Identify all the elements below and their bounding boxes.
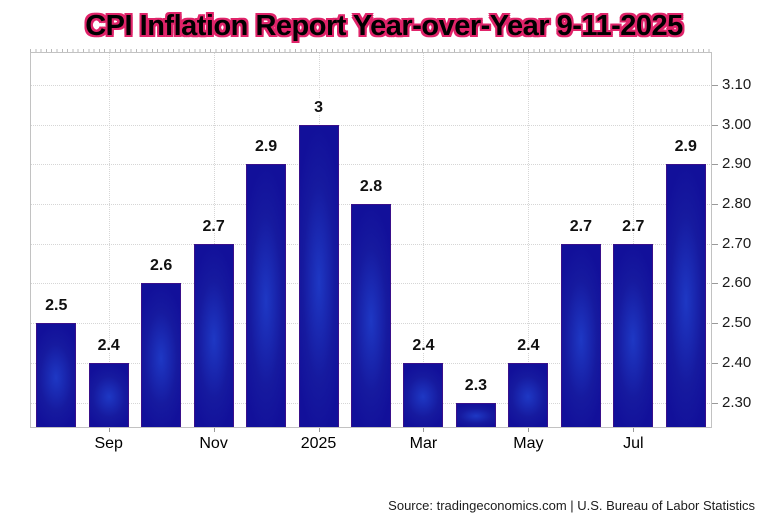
y-tick-label: 2.30 [722, 393, 752, 411]
y-tick-mark [712, 84, 718, 86]
x-tick-mark [213, 428, 215, 432]
bar [613, 243, 654, 428]
y-tick-mark [712, 164, 718, 166]
bar [560, 243, 601, 428]
x-tick-label: Nov [199, 435, 228, 452]
v-gridline [528, 52, 530, 428]
bar [298, 124, 339, 428]
v-gridline [108, 52, 110, 428]
y-tick-label: 2.50 [722, 314, 752, 332]
y-tick-label: 2.80 [722, 195, 752, 213]
bar [403, 362, 444, 428]
top-minor-ticks [30, 49, 712, 52]
bar [88, 362, 129, 428]
bar [508, 362, 549, 428]
bar-value-label: 2.7 [202, 217, 225, 235]
h-gridline [30, 124, 712, 126]
y-tick-mark [712, 204, 718, 206]
v-gridline [423, 52, 425, 428]
y-tick-mark [712, 362, 718, 364]
y-tick-label: 2.40 [722, 353, 752, 371]
x-tick-mark [528, 428, 530, 432]
y-tick-mark [712, 124, 718, 126]
x-tick-label: May [513, 435, 544, 452]
x-tick-mark [108, 428, 110, 432]
bar-value-label: 3 [314, 98, 323, 116]
bar [36, 323, 77, 428]
bar-value-label: 2.4 [517, 336, 540, 354]
bar-value-label: 2.6 [150, 257, 173, 275]
x-tick-mark [423, 428, 425, 432]
y-tick-mark [712, 243, 718, 245]
h-gridline [30, 84, 712, 86]
chart-title: CPI Inflation Report Year-over-Year 9-11… [85, 10, 683, 42]
v-gridline [213, 52, 215, 428]
bar-value-label: 2.7 [569, 217, 592, 235]
bar [141, 283, 182, 428]
bar-value-label: 2.8 [359, 178, 383, 196]
x-tick-mark [318, 428, 320, 432]
plot-frame [30, 52, 712, 428]
bar [246, 164, 287, 428]
v-gridline [633, 52, 635, 428]
bar-value-label: 2.5 [45, 297, 68, 315]
y-tick-label: 2.90 [722, 155, 752, 173]
y-tick-label: 3.00 [722, 115, 752, 133]
bar [193, 243, 234, 428]
bar [665, 164, 706, 428]
x-tick-label: Jul [623, 435, 644, 452]
y-tick-mark [712, 402, 718, 404]
bar-value-label: 2.3 [464, 376, 488, 394]
x-tick-label: 2025 [300, 435, 337, 452]
bar-value-label: 2.9 [254, 138, 278, 156]
bar [455, 402, 496, 428]
y-tick-mark [712, 323, 718, 325]
x-tick-label: Mar [409, 435, 438, 452]
bar [351, 204, 391, 428]
y-tick-label: 3.10 [722, 75, 752, 93]
bar-value-label: 2.7 [622, 217, 645, 235]
y-tick-label: 2.70 [722, 234, 752, 252]
bar-value-label: 2.4 [412, 336, 435, 354]
x-tick-label: Sep [94, 435, 123, 452]
source-note: Source: tradingeconomics.com | U.S. Bure… [388, 498, 755, 513]
bar-value-label: 2.4 [97, 336, 120, 354]
x-tick-mark [633, 428, 635, 432]
y-tick-label: 2.60 [722, 274, 752, 292]
bar-value-label: 2.9 [674, 138, 697, 156]
y-tick-mark [712, 283, 718, 285]
h-gridline [30, 164, 712, 166]
